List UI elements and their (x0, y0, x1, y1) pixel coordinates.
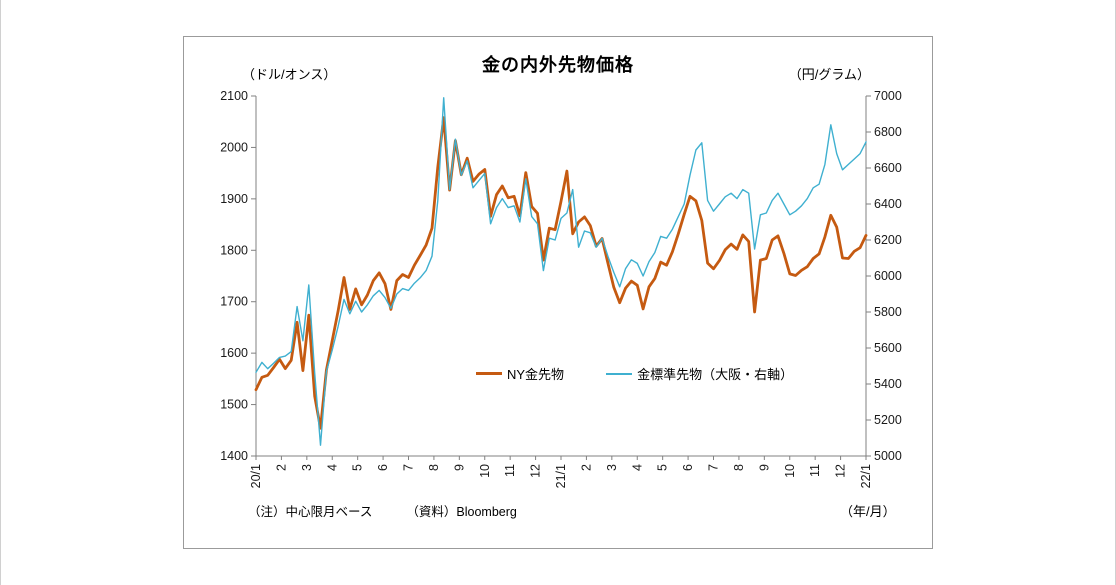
osaka-gold-line-swatch (606, 372, 633, 375)
right-axis-tick-label: 5400 (874, 377, 902, 391)
chart-legend: NY金先物 金標準先物（大阪・右軸） (476, 364, 793, 383)
right-axis-tick-label: 6000 (874, 269, 902, 283)
right-axis-unit-label: （円/グラム） (788, 67, 870, 82)
right-axis-tick-label: 6600 (874, 161, 902, 175)
right-axis-tick-label: 5200 (874, 413, 902, 427)
x-axis-unit-label: （年/月） (840, 504, 896, 519)
x-axis-tick-label: 8 (732, 464, 746, 471)
right-axis-tick-label: 5800 (874, 305, 902, 319)
ny-gold-line (254, 116, 868, 430)
left-axis-tick-label: 1800 (220, 243, 248, 257)
legend-item-ny-gold: NY金先物 (476, 364, 564, 383)
screen-edge-left (0, 0, 1, 585)
left-axis-tick-label: 2100 (220, 89, 248, 103)
x-axis-tick-label: 10 (783, 464, 797, 478)
x-axis-tick-label: 2 (274, 464, 288, 471)
left-axis-tick-label: 1500 (220, 398, 248, 412)
x-axis-tick-label: 10 (478, 464, 492, 478)
x-axis-tick-label: 3 (605, 464, 619, 471)
x-axis-tick-label: 6 (681, 464, 695, 471)
x-axis-tick-label: 12 (834, 464, 848, 478)
x-axis-tick-label: 5 (656, 464, 670, 471)
left-axis-unit-label: （ドル/オンス） (242, 67, 337, 82)
right-axis-tick-label: 7000 (874, 89, 902, 103)
chart-panel: 金の内外先物価格 （ドル/オンス） （円/グラム） 1400 1500 1600 17… (183, 36, 933, 549)
right-axis-tick-label: 5000 (874, 449, 902, 463)
footnote-note: （注）中心限月ベース (248, 505, 373, 519)
plot-area: 1400 1500 1600 1700 1800 1900 2000 2100 5000 5200… (220, 89, 902, 488)
legend-item-osaka-gold: 金標準先物（大阪・右軸） (606, 364, 793, 383)
legend-label-osaka-gold: 金標準先物（大阪・右軸） (637, 367, 794, 382)
left-axis-tick-label: 2000 (220, 140, 248, 154)
x-axis-tick-label: 9 (757, 464, 771, 471)
right-axis-tick-label: 6200 (874, 233, 902, 247)
x-axis-tick-label: 2 (579, 464, 593, 471)
x-axis-tick-label: 20/1 (249, 464, 263, 488)
left-axis-tick-label: 1900 (220, 192, 248, 206)
x-axis-tick-label: 9 (452, 464, 466, 471)
x-axis-tick-label: 7 (707, 464, 721, 471)
x-axis-tick-label: 5 (351, 464, 365, 471)
footnote-source: （資料）Bloomberg (406, 505, 517, 519)
right-axis-tick-label: 5600 (874, 341, 902, 355)
x-axis-tick-label: 11 (808, 464, 822, 477)
chart-title: 金の内外先物価格 (482, 55, 634, 75)
right-axis-tick-label: 6400 (874, 197, 902, 211)
right-axis-tick-label: 6800 (874, 125, 902, 139)
ny-gold-line-swatch (476, 372, 502, 375)
x-axis-tick-label: 12 (529, 464, 543, 478)
osaka-gold-line (255, 97, 867, 446)
footnotes: （注）中心限月ベース （資料）Bloomberg (248, 501, 517, 520)
x-axis-tick-label: 3 (300, 464, 314, 471)
x-axis-tick-label: 4 (325, 464, 339, 471)
left-axis-tick-label: 1700 (220, 295, 248, 309)
x-axis-tick-label: 7 (402, 464, 416, 471)
x-axis-tick-label: 4 (630, 464, 644, 471)
legend-label-ny-gold: NY金先物 (507, 367, 565, 382)
left-axis-tick-label: 1600 (220, 346, 248, 360)
x-axis-tick-label: 8 (427, 464, 441, 471)
x-axis-tick-label: 11 (503, 464, 517, 477)
x-axis-tick-label: 21/1 (554, 464, 568, 488)
x-axis-tick-label: 22/1 (859, 464, 873, 488)
left-axis-tick-label: 1400 (220, 449, 248, 463)
x-axis-tick-label: 6 (376, 464, 390, 471)
